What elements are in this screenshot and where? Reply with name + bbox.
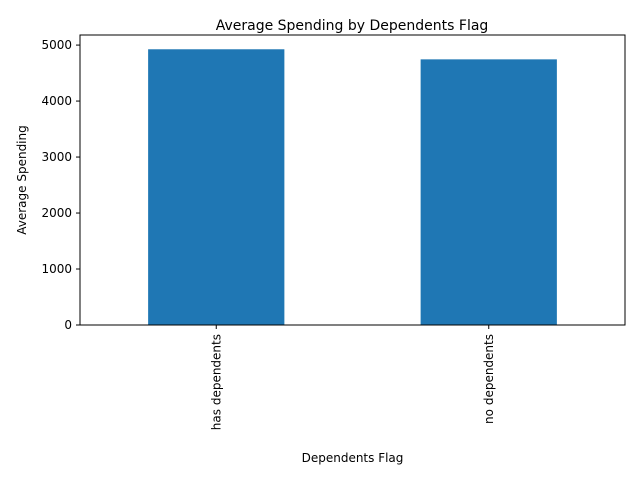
y-tick-label: 0	[64, 318, 72, 332]
chart-title: Average Spending by Dependents Flag	[216, 18, 489, 34]
x-axis-label: Dependents Flag	[302, 451, 404, 465]
bar-no-dependents	[420, 59, 557, 326]
y-tick-label: 2000	[41, 206, 72, 220]
bars-group	[148, 49, 557, 326]
y-tick-label: 1000	[41, 262, 72, 276]
plot-frame	[79, 34, 626, 326]
y-axis: 0 1000 2000 3000 4000 5000	[41, 38, 80, 332]
x-tick-label: no dependents	[482, 334, 496, 424]
x-tick-label: has dependents	[209, 334, 223, 430]
y-axis-label: Average Spending	[15, 125, 29, 235]
y-tick-label: 5000	[41, 38, 72, 52]
x-axis: has dependents no dependents	[209, 325, 496, 430]
y-tick-label: 3000	[41, 150, 72, 164]
bar-has-dependents	[148, 49, 285, 325]
y-tick-label: 4000	[41, 94, 72, 108]
